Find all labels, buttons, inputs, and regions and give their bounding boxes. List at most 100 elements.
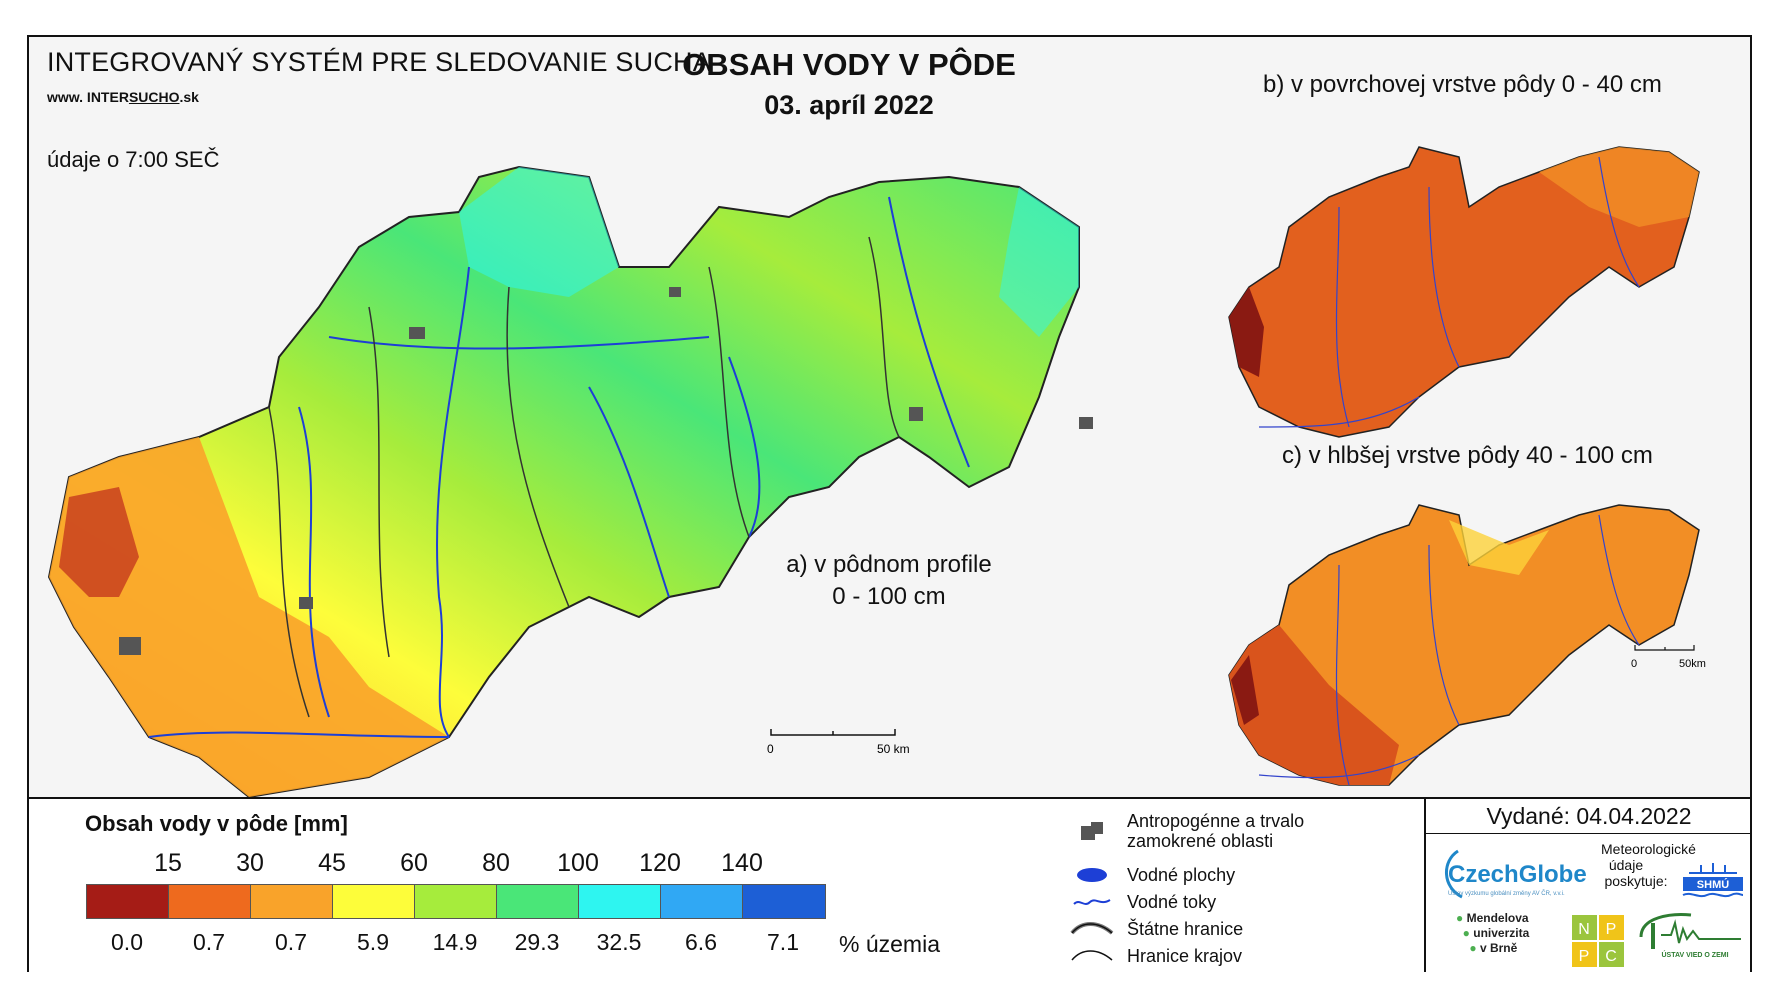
- c-yellow-zone: [1449, 520, 1549, 575]
- regional-border-label: Hranice krajov: [1127, 946, 1243, 966]
- nppc-n: N: [1578, 921, 1590, 938]
- scale-small-end: 50km: [1679, 658, 1706, 670]
- legend-swatch: [415, 885, 497, 918]
- legend-swatch: [87, 885, 169, 918]
- czechglobe-logo-arc: [1445, 849, 1463, 899]
- b-lighter-zone: [1539, 147, 1699, 227]
- meteo-line-3: poskytuje:: [1604, 873, 1668, 889]
- map-frame: INTEGROVANÝ SYSTÉM PRE SLEDOVANIE SUCHA …: [27, 35, 1752, 972]
- percent-label: 5.9: [357, 929, 389, 955]
- percent-label: 7.1: [767, 929, 799, 955]
- percent-label: 29.3: [514, 929, 560, 955]
- percent-label: 32.5: [596, 929, 642, 955]
- system-title: INTEGROVANÝ SYSTÉM PRE SLEDOVANIE SUCHA: [47, 47, 711, 77]
- legend-swatch: [497, 885, 579, 918]
- website-suffix: .sk: [179, 89, 199, 105]
- mendel-line-2: ● univerzita: [1462, 926, 1530, 940]
- west-dryest-zone: [59, 487, 139, 597]
- legend-anthropogenic: Antropogénne a trvalo zamokrené oblasti: [1069, 811, 1317, 851]
- uvz-text: ÚSTAV VIED O ZEMI: [1661, 950, 1728, 959]
- website-underlined: SUCHO: [128, 89, 180, 105]
- map-a-depth: 0 - 100 cm: [832, 583, 946, 610]
- shmu-text: SHMÚ: [1697, 878, 1729, 891]
- czechglobe-subtitle: Ústav výzkumu globální změny AV ČR, v.v.…: [1448, 891, 1565, 897]
- inset-map-b: [1228, 146, 1700, 438]
- legend-streams: Vodné toky: [1069, 890, 1216, 914]
- anthropogenic-areas: [119, 287, 1093, 655]
- scale-main-start: 0: [767, 742, 774, 756]
- legend-colorbar: [86, 884, 826, 919]
- meteo-line-2: údaje: [1608, 857, 1644, 873]
- anthropogenic-label: Antropogénne a trvalo zamokrené oblasti: [1127, 811, 1305, 851]
- threshold-label: 45: [318, 849, 346, 877]
- b-dryest-zone: [1229, 287, 1264, 377]
- percent-label: 6.6: [685, 929, 717, 955]
- nppc-logo[interactable]: N P P C: [1572, 915, 1624, 967]
- threshold-label: 80: [482, 849, 510, 877]
- northeast-cyan-zone: [999, 187, 1079, 337]
- regional-borders: [268, 236, 900, 718]
- legend-swatch: [579, 885, 661, 918]
- water-body-icon: [1069, 863, 1115, 887]
- mendel-line-3: ● v Brně: [1469, 941, 1518, 955]
- threshold-label: 30: [236, 849, 264, 877]
- nppc-p2: P: [1579, 948, 1590, 965]
- legend-regional-border: Hranice krajov: [1069, 944, 1242, 968]
- issued-panel: Vydané: 04.04.2022 CzechGlobe Ústav výzk…: [1424, 799, 1752, 972]
- north-cyan-zone: [459, 167, 619, 297]
- map-c-label: c) v hlbšej vrstve pôdy 40 - 100 cm: [1282, 442, 1653, 469]
- shmu-logo[interactable]: SHMÚ: [1681, 861, 1745, 901]
- anthropogenic-icon: [1069, 819, 1115, 843]
- legend-swatch: [661, 885, 743, 918]
- legend-title: Obsah vody v pôde [mm]: [85, 811, 348, 836]
- threshold-label: 60: [400, 849, 428, 877]
- website-prefix: www. INTER: [47, 89, 129, 105]
- b-rivers: [1258, 156, 1640, 428]
- scale-bar-main: [770, 729, 896, 736]
- uvz-logo[interactable]: ÚSTAV VIED O ZEMI: [1631, 909, 1746, 967]
- water-bodies-label: Vodné plochy: [1127, 865, 1236, 885]
- regional-border-icon: [1069, 944, 1115, 968]
- mendel-line-1: ● Mendelova: [1456, 911, 1529, 925]
- legend-water-bodies: Vodné plochy: [1069, 863, 1235, 887]
- legend-swatch: [743, 885, 825, 918]
- mendel-text-1: Mendelova: [1466, 911, 1529, 925]
- percent-label: 0.0: [111, 929, 143, 955]
- legend-swatch: [251, 885, 333, 918]
- scale-bar-small: [1634, 645, 1695, 651]
- map-a-label: a) v pôdnom profile 0 - 100 cm: [769, 549, 1009, 613]
- website-link[interactable]: www. INTERSUCHO.sk: [47, 89, 199, 105]
- mendel-logo[interactable]: ● Mendelova ● univerzita ● v Brně: [1456, 911, 1529, 956]
- threshold-label: 140: [721, 849, 763, 877]
- west-orange-zone: [49, 437, 449, 797]
- main-date: 03. apríl 2022: [764, 90, 934, 120]
- rivers: [148, 196, 970, 738]
- issued-date: Vydané: 04.04.2022: [1426, 799, 1752, 834]
- state-border-label: Štátne hranice: [1127, 919, 1244, 939]
- legend-state-border: Štátne hranice: [1069, 917, 1243, 941]
- map-b-label: b) v povrchovej vrstve pôdy 0 - 40 cm: [1263, 71, 1662, 98]
- nppc-p1: P: [1606, 921, 1617, 938]
- legend-swatch: [169, 885, 251, 918]
- c-dryest-zone: [1231, 655, 1259, 725]
- percent-label: 0.7: [193, 929, 225, 955]
- legend-percentages: 0.0 0.7 0.7 5.9 14.9 29.3 32.5 6.6 7.1: [85, 929, 845, 957]
- legend-panel: Obsah vody v pôde [mm] 15 30 45 60 80 10…: [29, 797, 1752, 972]
- threshold-label: 100: [557, 849, 599, 877]
- legend-swatch: [333, 885, 415, 918]
- c-rivers: [1258, 514, 1640, 786]
- c-dark-zone: [1229, 625, 1399, 785]
- threshold-label: 120: [639, 849, 681, 877]
- streams-label: Vodné toky: [1127, 892, 1217, 912]
- state-border-icon: [1069, 917, 1115, 941]
- stream-icon: [1069, 890, 1115, 914]
- meteo-line-1: Meteorologické: [1601, 841, 1696, 857]
- czechglobe-logo[interactable]: CzechGlobe: [1448, 861, 1587, 888]
- main-title: OBSAH VODY V PÔDE: [682, 47, 1016, 82]
- main-map-a: 0 50 km: [47, 165, 1093, 797]
- percent-label: 0.7: [275, 929, 307, 955]
- legend-thresholds: 15 30 45 60 80 100 120 140: [85, 849, 845, 877]
- threshold-label: 15: [154, 849, 182, 877]
- scale-small-start: 0: [1631, 658, 1637, 670]
- nppc-c: C: [1605, 948, 1617, 965]
